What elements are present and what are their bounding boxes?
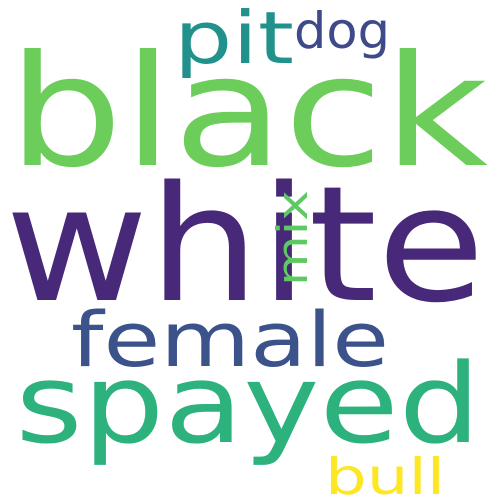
word-mix: mix <box>268 190 317 286</box>
word-female: female <box>71 295 389 384</box>
word-white: white <box>5 151 485 338</box>
word-dog: dog <box>294 2 390 60</box>
word-spayed: spayed <box>16 340 481 468</box>
word-black: black <box>8 23 488 202</box>
word-pit: pit <box>174 0 294 80</box>
word-bull: bull <box>325 448 445 500</box>
